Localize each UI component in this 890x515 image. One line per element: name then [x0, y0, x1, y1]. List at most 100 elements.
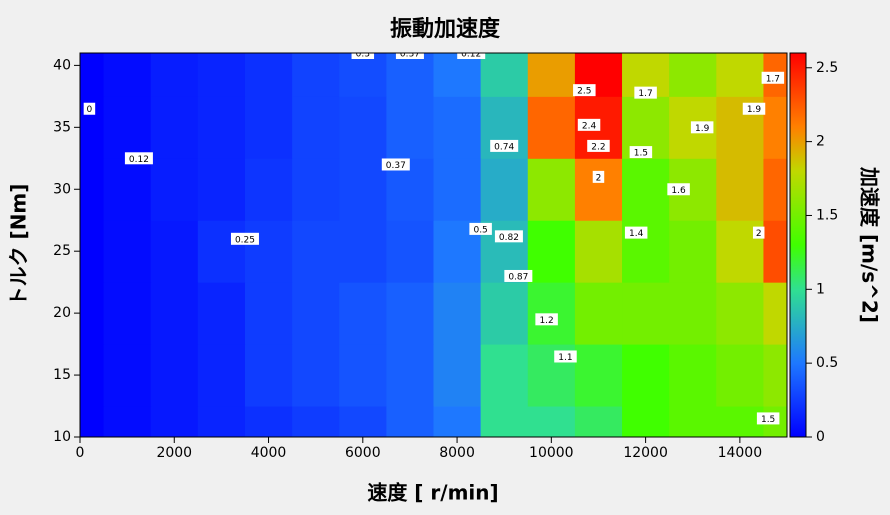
contour-label: 1.6 — [671, 186, 686, 196]
contour-label-box — [554, 350, 577, 363]
heat-cell — [292, 344, 340, 407]
heat-cell — [433, 158, 482, 221]
heat-cell — [103, 53, 152, 97]
contour-label-box — [457, 53, 486, 59]
heat-cell — [433, 96, 482, 159]
heat-cell — [292, 96, 340, 159]
x-tick-label: 4000 — [251, 445, 287, 461]
heat-cell — [80, 406, 105, 437]
heat-cell — [292, 53, 340, 97]
heat-cell — [527, 406, 576, 437]
contour-label: 0 — [87, 105, 93, 115]
heat-cell — [480, 282, 529, 345]
heat-cell — [480, 158, 529, 221]
contour-label: 0.3 — [356, 50, 370, 60]
heat-cell — [80, 158, 105, 221]
contour-label: 0.37 — [400, 50, 420, 60]
contour-label-box — [592, 170, 605, 183]
heat-cell — [150, 96, 199, 159]
colorbar-tick-label: 1 — [816, 281, 825, 297]
heat-cell — [386, 406, 434, 437]
heat-cell — [103, 220, 152, 283]
heat-cell — [339, 53, 387, 97]
heat-cell — [292, 282, 340, 345]
y-axis-label: トルク [Nm] — [7, 184, 31, 307]
contour-label-box — [690, 121, 714, 134]
heat-cell — [197, 406, 246, 437]
heat-cell — [150, 158, 199, 221]
heat-cell — [433, 53, 482, 97]
heat-cell — [197, 53, 246, 97]
heat-cell — [197, 344, 246, 407]
heat-cell — [480, 53, 529, 97]
heat-cell — [150, 344, 199, 407]
contour-label: 2.4 — [582, 121, 597, 131]
heat-cell — [763, 158, 787, 221]
heat-cell — [763, 282, 787, 345]
heat-cell — [716, 158, 764, 221]
heat-cell — [80, 282, 105, 345]
heat-cell — [244, 53, 293, 97]
heat-cell — [763, 96, 787, 159]
x-tick-label: 14000 — [718, 445, 763, 461]
contour-label-box — [381, 158, 410, 171]
heat-cell — [103, 96, 152, 159]
heat-cell — [763, 344, 787, 407]
contour-label: 1.5 — [634, 149, 648, 159]
chart-title: 振動加速度 — [390, 16, 501, 42]
y-tick-label: 35 — [53, 119, 71, 135]
colorbar-tick-label: 2 — [816, 134, 825, 150]
x-tick-label: 6000 — [345, 445, 381, 461]
contour-label-box — [395, 53, 424, 59]
heat-cell — [103, 158, 152, 221]
heat-cell — [150, 282, 199, 345]
heat-cell — [669, 53, 717, 97]
colorbar — [789, 52, 807, 438]
contour-label: 0.25 — [235, 235, 255, 245]
colorbar-tick-label: 1.5 — [816, 207, 838, 223]
x-tick-label: 2000 — [156, 445, 192, 461]
contour-label: 0.82 — [499, 233, 519, 243]
plot-frame — [79, 52, 788, 438]
heat-cell — [197, 158, 246, 221]
heat-cell — [292, 406, 340, 437]
heat-cell — [574, 282, 623, 345]
heat-cell — [716, 282, 764, 345]
heat-cell — [433, 344, 482, 407]
contour-label: 2.5 — [577, 87, 591, 97]
heat-cell — [339, 220, 387, 283]
contour-label: 0.12 — [461, 50, 481, 60]
contour-label-box — [494, 230, 523, 243]
y-tick-label: 10 — [53, 429, 71, 445]
contour-label-box — [124, 152, 153, 165]
y-tick-label: 40 — [53, 57, 71, 73]
contour-label: 1.4 — [629, 229, 644, 239]
heat-cell — [622, 158, 670, 221]
heat-cell — [386, 282, 434, 345]
contour-label: 0.74 — [494, 142, 514, 152]
heat-cell — [244, 220, 293, 283]
contour-label: 2 — [756, 229, 762, 239]
heat-cell — [150, 53, 199, 97]
contour-label-box — [587, 139, 610, 152]
contour-label-box — [577, 118, 601, 131]
contour-label-box — [756, 412, 780, 425]
heat-cell — [244, 96, 293, 159]
heat-cell — [386, 220, 434, 283]
y-tick-label: 20 — [53, 305, 71, 321]
contour-label: 0.37 — [386, 161, 406, 171]
contour-label-box — [761, 71, 785, 84]
heat-cell — [386, 344, 434, 407]
heat-cell — [339, 158, 387, 221]
x-tick-label: 8000 — [439, 445, 475, 461]
contour-label: 0.5 — [473, 225, 487, 235]
heat-cell — [197, 96, 246, 159]
contour-label: 2.2 — [591, 142, 605, 152]
x-tick-label: 10000 — [529, 445, 574, 461]
heat-cell — [339, 96, 387, 159]
contour-label: 2 — [596, 173, 602, 183]
contour-label-box — [504, 269, 533, 282]
heat-cell — [480, 344, 529, 407]
heat-cell — [480, 406, 529, 437]
